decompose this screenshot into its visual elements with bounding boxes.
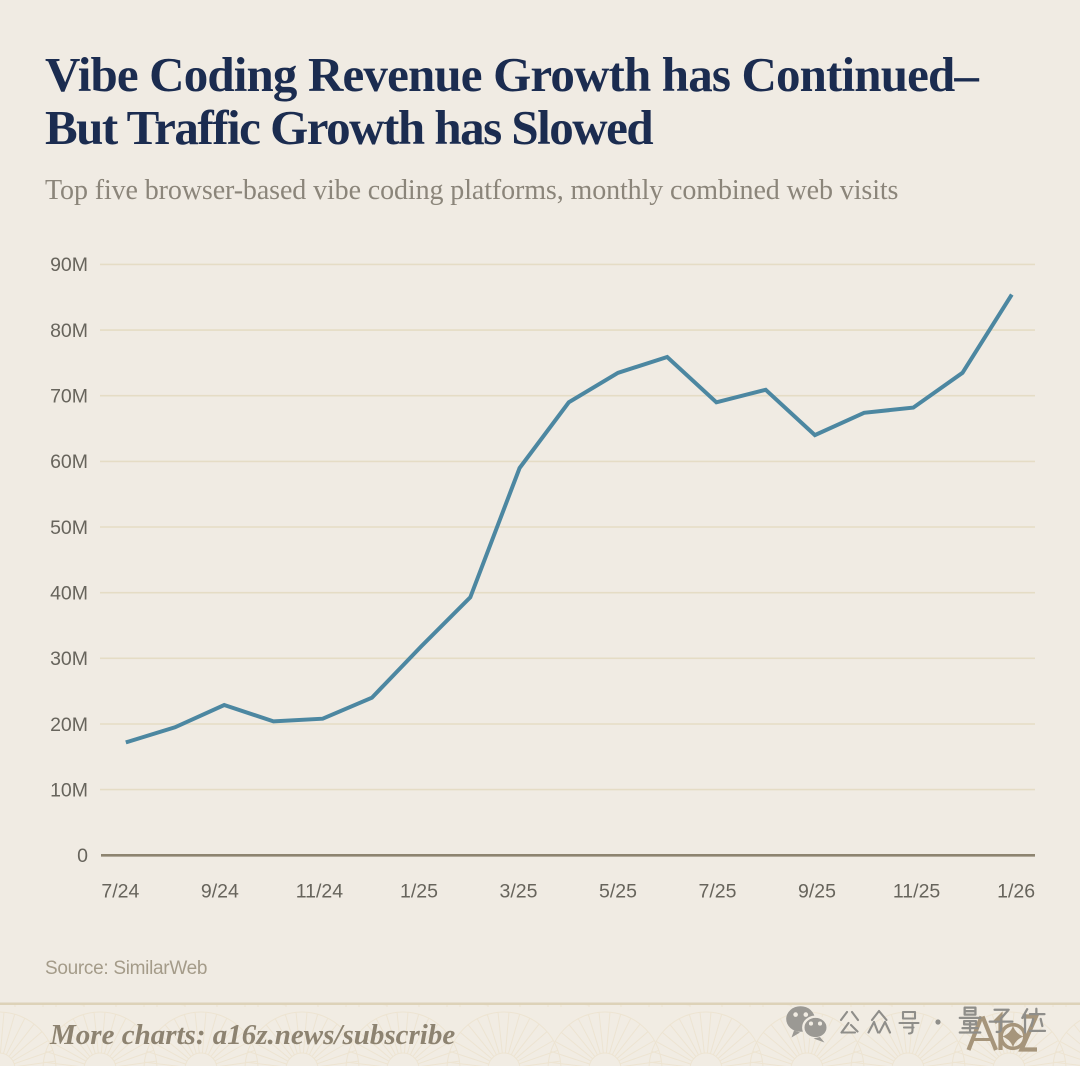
svg-text:20M: 20M [50, 714, 88, 736]
svg-text:1/25: 1/25 [400, 881, 438, 903]
svg-text:11/25: 11/25 [893, 881, 941, 903]
svg-text:80M: 80M [50, 320, 88, 342]
svg-text:50M: 50M [50, 517, 88, 539]
svg-text:9/25: 9/25 [798, 881, 836, 903]
svg-text:30M: 30M [50, 648, 88, 670]
svg-text:7/25: 7/25 [699, 881, 737, 903]
svg-text:40M: 40M [50, 583, 88, 605]
svg-text:7/24: 7/24 [101, 881, 139, 903]
svg-text:90M: 90M [50, 254, 88, 276]
svg-text:11/24: 11/24 [296, 881, 344, 903]
svg-text:3/25: 3/25 [500, 881, 538, 903]
svg-text:9/24: 9/24 [201, 881, 239, 903]
svg-text:5/25: 5/25 [599, 881, 637, 903]
svg-text:60M: 60M [50, 451, 88, 473]
svg-text:1/26: 1/26 [997, 881, 1035, 903]
svg-text:10M: 10M [50, 779, 88, 801]
svg-text:70M: 70M [50, 386, 88, 408]
svg-text:0: 0 [77, 845, 88, 867]
